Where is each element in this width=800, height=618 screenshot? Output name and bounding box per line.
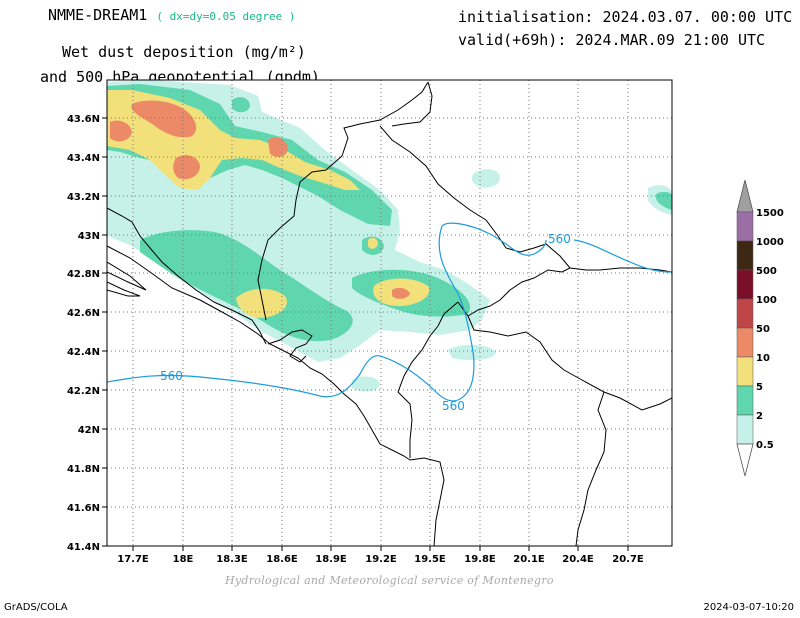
deposition-band-10-e: [392, 287, 410, 299]
contour-560-south: [107, 222, 547, 402]
contour-label: 560: [548, 232, 571, 246]
dust-deposition-field: [107, 80, 672, 392]
map-border: [106, 79, 673, 547]
legend-swatch: [736, 414, 754, 445]
legend-label: 10: [756, 353, 770, 364]
axis-ticks: [102, 117, 629, 551]
border-montenegro-serbia: [379, 125, 571, 317]
lat-tick-label: 42.8N: [67, 269, 100, 280]
title-line-1: Wet dust deposition (mg/m²): [62, 43, 306, 61]
coast-bay: [267, 329, 313, 363]
color-legend: [736, 179, 754, 477]
lon-tick-label: 18.9E: [315, 554, 347, 565]
contour-label: 560: [160, 369, 183, 383]
initialisation-time: initialisation: 2024.03.07. 00:00 UTC: [458, 8, 793, 26]
legend-swatch: [736, 211, 754, 242]
run-info: initialisation: 2024.03.07. 00:00 UTC va…: [458, 6, 792, 52]
lat-tick-label: 41.6N: [67, 503, 100, 514]
latitude-labels: 43.6N 43.4N 43.2N 43N 42.8N 42.6N 42.4N …: [67, 114, 100, 553]
deposition-band-10-b: [110, 120, 132, 142]
model-title: NMME-DREAM1 ( dx=dy=0.05 degree ): [48, 6, 295, 24]
lon-tick-label: 18E: [173, 554, 194, 565]
legend-swatch: [736, 385, 754, 416]
credit-line: Hydrological and Meteorological service …: [225, 574, 554, 587]
map-grid: [107, 80, 672, 546]
lat-tick-label: 42.2N: [67, 386, 100, 397]
deposition-band-0.5-south: [448, 344, 496, 360]
deposition-band-10-c: [173, 155, 200, 180]
model-resolution: ( dx=dy=0.05 degree ): [156, 10, 296, 23]
border-albania-macedonia: [575, 391, 607, 546]
valid-time: valid(+69h): 2024.MAR.09 21:00 UTC: [458, 31, 766, 49]
deposition-band-10-d: [268, 137, 288, 157]
deposition-band-2-central: [140, 230, 353, 342]
peninsula-2: [107, 281, 141, 297]
deposition-band-0.5-east: [471, 169, 500, 188]
deposition-band-10-a: [131, 100, 197, 138]
legend-swatch: [736, 240, 754, 271]
border-bih-montenegro: [257, 81, 429, 321]
deposition-band-0.5-sw: [352, 376, 380, 392]
lat-tick-label: 43.4N: [67, 153, 100, 164]
border-serbia-east: [569, 267, 672, 273]
deposition-band-5-spot: [368, 237, 378, 249]
border-croatia-bih: [107, 207, 267, 345]
lon-tick-label: 18.6E: [266, 554, 298, 565]
longitude-labels: 17.7E 18E 18.3E 18.6E 18.9E 19.2E 19.5E …: [117, 554, 644, 565]
lon-tick-label: 19.8E: [464, 554, 496, 565]
legend-label: 50: [756, 324, 770, 335]
border-north: [391, 81, 433, 127]
contour-labels: 560 560 560: [160, 232, 571, 413]
peninsula: [107, 261, 147, 291]
contour-560-east: [573, 239, 672, 273]
lon-tick-label: 20.1E: [513, 554, 545, 565]
contour-label: 560: [442, 399, 465, 413]
generated-timestamp: 2024-03-07-10:20: [703, 602, 794, 613]
lon-tick-label: 20.4E: [562, 554, 594, 565]
lon-tick-label: 18.3E: [216, 554, 248, 565]
lat-tick-label: 43.2N: [67, 192, 100, 203]
legend-label: 2: [756, 411, 763, 422]
legend-label: 5: [756, 382, 763, 393]
legend-label: 0.5: [756, 440, 774, 451]
deposition-band-2-spot: [232, 97, 250, 113]
lat-tick-label: 41.4N: [67, 542, 100, 553]
lon-tick-label: 19.2E: [365, 554, 397, 565]
legend-swatch: [736, 327, 754, 358]
legend-swatch: [736, 298, 754, 329]
lat-tick-label: 42.4N: [67, 347, 100, 358]
lat-tick-label: 42N: [78, 425, 100, 436]
legend-swatch: [736, 356, 754, 387]
legend-label: 1500: [756, 208, 784, 219]
border-kosovo: [467, 315, 672, 411]
legend-labels: 1500 1000 500 100 50 10 5 2 0.5: [756, 208, 784, 451]
software-label: GrADS/COLA: [4, 602, 68, 613]
legend-swatch: [736, 269, 754, 300]
legend-label: 500: [756, 266, 777, 277]
geopotential-contours: [107, 222, 672, 402]
legend-overflow-arrow: [736, 179, 754, 213]
lon-tick-label: 20.7E: [612, 554, 644, 565]
deposition-band-5-south: [236, 288, 288, 318]
legend-underflow-arrow: [736, 443, 754, 477]
lat-tick-label: 43.6N: [67, 114, 100, 125]
legend-label: 1000: [756, 237, 784, 248]
legend-label: 100: [756, 295, 777, 306]
lat-tick-label: 43N: [78, 231, 100, 242]
border-albania-south: [409, 457, 445, 546]
lon-tick-label: 17.7E: [117, 554, 149, 565]
country-borders: [107, 81, 672, 546]
lat-tick-label: 41.8N: [67, 464, 100, 475]
coastline: [107, 245, 411, 461]
model-name: NMME-DREAM1: [48, 6, 148, 24]
lat-tick-label: 42.6N: [67, 308, 100, 319]
lon-tick-label: 19.5E: [414, 554, 446, 565]
